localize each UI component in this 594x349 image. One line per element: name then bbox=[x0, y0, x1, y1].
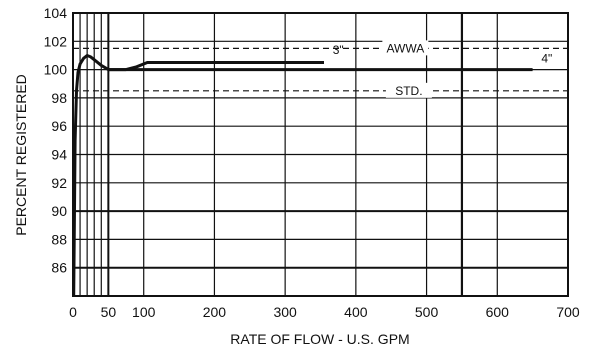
y-tick-label: 86 bbox=[51, 260, 67, 276]
x-tick-label: 400 bbox=[344, 304, 368, 320]
grid bbox=[73, 13, 568, 296]
y-tick-label: 104 bbox=[44, 5, 68, 21]
x-tick-label: 500 bbox=[415, 304, 439, 320]
y-tick-label: 96 bbox=[51, 118, 67, 134]
series-label: 3" bbox=[333, 43, 344, 57]
series-label: 4" bbox=[541, 52, 552, 66]
y-tick-label: 90 bbox=[51, 203, 67, 219]
reference-label-bg bbox=[382, 40, 429, 56]
reference-label: STD. bbox=[395, 84, 422, 98]
x-tick-label: 700 bbox=[556, 304, 580, 320]
y-tick-label: 98 bbox=[51, 90, 67, 106]
x-tick-labels: 0 50 100 200 300 400 500 600 700 bbox=[69, 304, 580, 320]
y-tick-label: 88 bbox=[51, 231, 67, 247]
x-tick-label: 0 bbox=[69, 304, 77, 320]
plot-border bbox=[72, 12, 569, 297]
x-tick-label: 600 bbox=[486, 304, 510, 320]
x-tick-label: 300 bbox=[273, 304, 297, 320]
x-tick-label: 100 bbox=[132, 304, 156, 320]
reference-label: AWWA bbox=[386, 41, 424, 55]
x-axis-title: RATE OF FLOW - U.S. GPM bbox=[230, 331, 409, 347]
y-tick-label: 94 bbox=[51, 147, 67, 163]
y-tick-label: 100 bbox=[44, 62, 68, 78]
y-tick-label: 92 bbox=[51, 175, 67, 191]
y-tick-labels: 86 88 90 92 94 96 98 100 102 104 bbox=[44, 5, 68, 276]
y-axis-title: PERCENT REGISTERED bbox=[13, 74, 29, 236]
x-tick-label: 50 bbox=[101, 304, 117, 320]
x-tick-label: 200 bbox=[203, 304, 227, 320]
series bbox=[72, 54, 533, 297]
reference-lines: AWWA STD. bbox=[73, 40, 568, 98]
series-line bbox=[72, 54, 533, 297]
plot-frame bbox=[72, 12, 569, 297]
annotations: 3" 4" bbox=[333, 43, 553, 65]
y-tick-label: 102 bbox=[44, 33, 68, 49]
reference-label-bg bbox=[385, 82, 432, 98]
